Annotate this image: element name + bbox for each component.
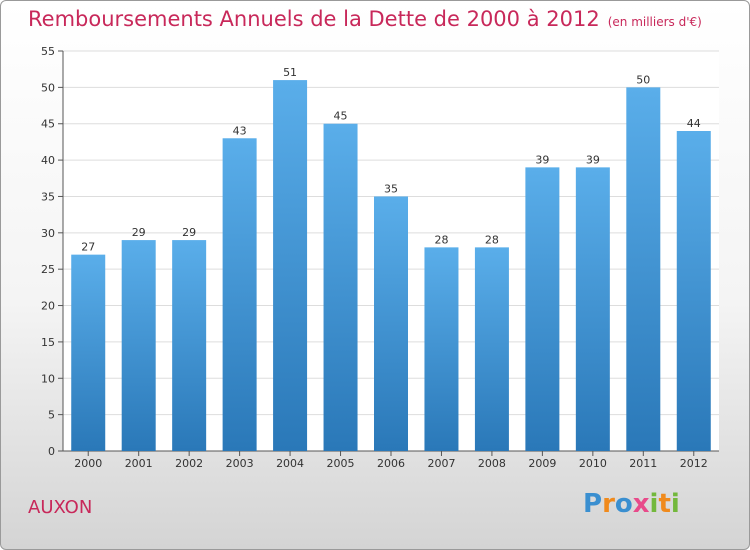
bar — [172, 240, 207, 451]
y-tick-label: 40 — [41, 154, 55, 167]
x-tick-label: 2009 — [528, 457, 556, 470]
data-label: 43 — [233, 124, 247, 137]
data-label: 29 — [182, 226, 196, 239]
bar — [273, 80, 308, 451]
bar — [676, 131, 711, 451]
y-tick-label: 50 — [41, 81, 55, 94]
bar — [474, 247, 509, 451]
data-label: 28 — [434, 233, 448, 246]
y-tick-label: 5 — [48, 409, 55, 422]
logo-letter: x — [632, 489, 650, 519]
x-tick-label: 2004 — [276, 457, 304, 470]
bar — [71, 254, 106, 451]
data-label: 45 — [334, 110, 348, 123]
y-axis: 0 5 10 15 20 25 30 35 40 45 50 55 — [41, 45, 64, 458]
data-label: 28 — [485, 233, 499, 246]
y-tick-label: 0 — [48, 445, 55, 458]
commune-name: AUXON — [28, 497, 93, 518]
data-label: 29 — [132, 226, 146, 239]
bar — [323, 123, 358, 452]
data-label: 44 — [687, 117, 701, 130]
y-tick-label: 10 — [41, 372, 55, 385]
x-tick-label: 2006 — [377, 457, 405, 470]
bar — [575, 167, 610, 451]
x-tick-label: 2011 — [629, 457, 657, 470]
y-tick-label: 15 — [41, 336, 55, 349]
x-tick-label: 2002 — [175, 457, 203, 470]
bar — [121, 240, 156, 451]
chart-unit: (en milliers d'€) — [607, 15, 702, 29]
logo-letter: i — [670, 489, 680, 519]
bars — [71, 80, 711, 452]
chart-title: Remboursements Annuels de la Dette de 20… — [28, 7, 600, 31]
y-tick-label: 35 — [41, 190, 55, 203]
bar — [222, 138, 257, 452]
x-axis: 2000 2001 2002 2003 2004 2005 2006 2007 2008 2009… — [63, 450, 719, 470]
logo-letter: o — [614, 489, 633, 519]
data-label: 27 — [81, 241, 95, 254]
logo-letter: i — [649, 489, 659, 519]
data-labels: 27 29 29 43 51 45 35 28 28 39 39 50 44 — [81, 66, 701, 254]
data-label: 39 — [586, 153, 600, 166]
y-tick-label: 30 — [41, 227, 55, 240]
logo-letter: t — [658, 489, 671, 519]
data-label: 39 — [535, 153, 549, 166]
proxiti-logo: Proxiti — [583, 489, 680, 519]
bar — [424, 247, 459, 451]
y-tick-label: 45 — [41, 118, 55, 131]
logo-letter: P — [583, 489, 603, 519]
x-tick-label: 2007 — [427, 457, 455, 470]
data-label: 50 — [636, 73, 650, 86]
x-tick-label: 2012 — [680, 457, 708, 470]
logo-letter: r — [602, 489, 615, 519]
data-label: 51 — [283, 66, 297, 79]
y-tick-label: 20 — [41, 300, 55, 313]
bar — [525, 167, 560, 451]
x-tick-label: 2010 — [579, 457, 607, 470]
title-row: Remboursements Annuels de la Dette de 20… — [28, 7, 702, 31]
y-tick-label: 25 — [41, 263, 55, 276]
x-tick-label: 2001 — [125, 457, 153, 470]
x-tick-label: 2000 — [74, 457, 102, 470]
data-label: 35 — [384, 182, 398, 195]
bar — [374, 196, 408, 451]
y-tick-label: 55 — [41, 45, 55, 58]
x-tick-label: 2008 — [478, 457, 506, 470]
x-tick-label: 2003 — [226, 457, 254, 470]
x-tick-label: 2005 — [327, 457, 355, 470]
bar — [626, 87, 661, 451]
